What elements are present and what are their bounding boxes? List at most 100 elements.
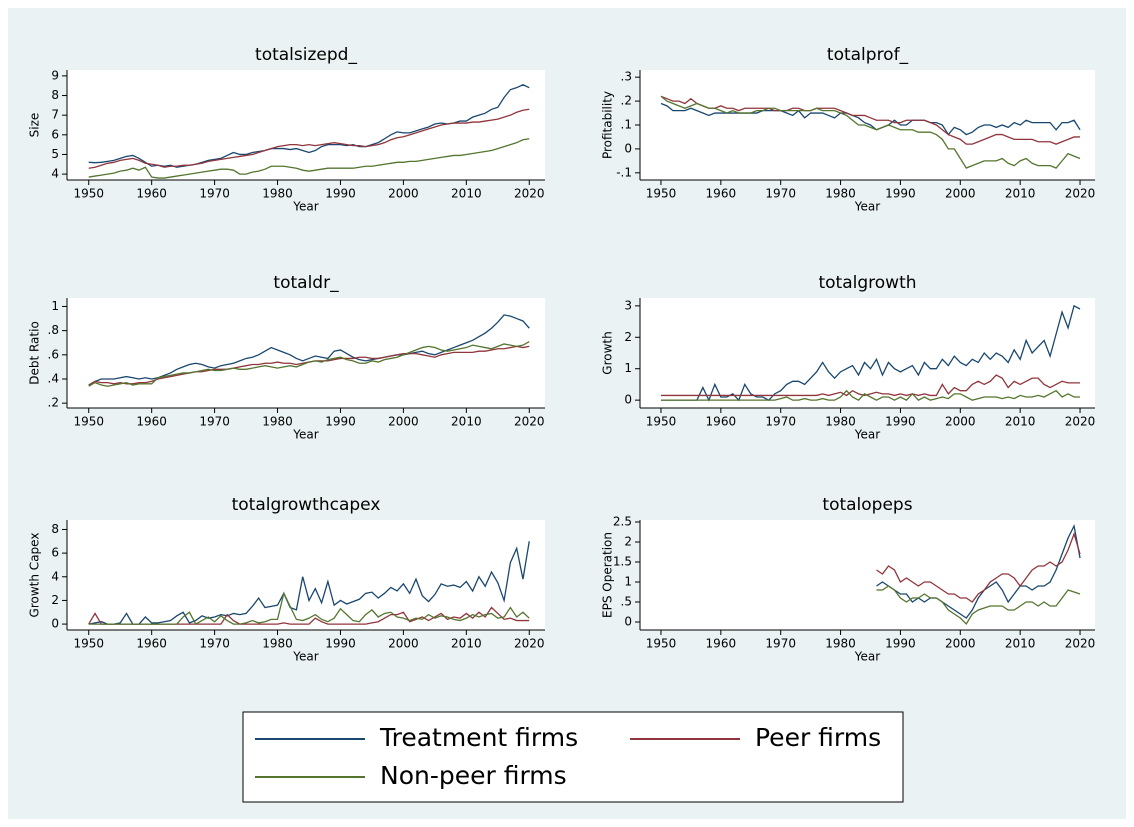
x-tick-label: 2010 bbox=[1005, 415, 1036, 429]
y-tick-label: 4 bbox=[51, 167, 59, 181]
series-line bbox=[660, 102, 1081, 136]
x-tick-label: 1960 bbox=[136, 637, 167, 651]
y-tick-label: 2 bbox=[624, 535, 632, 549]
x-tick-label: 1960 bbox=[706, 187, 737, 201]
x-tick-label: 1960 bbox=[706, 415, 737, 429]
x-tick-label: 1950 bbox=[73, 637, 104, 651]
x-tick-label: 1950 bbox=[73, 415, 104, 429]
y-axis-label: Growth bbox=[601, 331, 615, 374]
plot-region bbox=[67, 70, 545, 180]
series-line bbox=[660, 389, 1081, 401]
chart-title: totaldr_ bbox=[273, 273, 339, 293]
x-tick-label: 1990 bbox=[885, 187, 916, 201]
x-tick-label: 2020 bbox=[1065, 187, 1096, 201]
x-tick-label: 2020 bbox=[1065, 415, 1096, 429]
y-axis-label: Debt Ratio bbox=[28, 321, 42, 385]
x-tick-label: 2020 bbox=[514, 415, 545, 429]
legend-box bbox=[242, 711, 904, 803]
y-tick-label: 0 bbox=[624, 393, 632, 407]
y-tick-label: .3 bbox=[621, 70, 632, 84]
x-tick-label: 2010 bbox=[1005, 187, 1036, 201]
y-tick-label: -.1 bbox=[616, 165, 632, 179]
y-tick-label: 2 bbox=[624, 330, 632, 344]
series-line bbox=[88, 314, 530, 386]
x-tick-label: 2020 bbox=[514, 187, 545, 201]
x-axis-label: Year bbox=[854, 200, 880, 214]
x-tick-label: 2000 bbox=[945, 415, 976, 429]
y-tick-label: 1 bbox=[624, 575, 632, 589]
x-tick-label: 2010 bbox=[451, 637, 482, 651]
y-axis-label: Size bbox=[28, 113, 42, 138]
x-tick-label: 1970 bbox=[199, 187, 230, 201]
series-line bbox=[660, 95, 1081, 169]
y-tick-label: .4 bbox=[48, 371, 59, 385]
x-tick-label: 1970 bbox=[199, 637, 230, 651]
y-tick-label: 3 bbox=[624, 298, 632, 312]
series-line bbox=[88, 591, 530, 625]
x-tick-label: 2000 bbox=[388, 415, 419, 429]
x-tick-label: 1970 bbox=[765, 187, 796, 201]
y-tick-label: .1 bbox=[621, 118, 632, 132]
x-tick-label: 1980 bbox=[262, 415, 293, 429]
x-tick-label: 1960 bbox=[706, 637, 737, 651]
y-tick-label: .2 bbox=[48, 396, 59, 410]
x-axis-label: Year bbox=[292, 200, 318, 214]
y-tick-label: 4 bbox=[51, 569, 59, 583]
y-tick-label: 6 bbox=[51, 127, 59, 141]
y-tick-label: 9 bbox=[51, 68, 59, 82]
y-axis-label: Growth Capex bbox=[28, 533, 42, 618]
x-tick-label: 2010 bbox=[1005, 637, 1036, 651]
x-axis-label: Year bbox=[292, 650, 318, 664]
chart-title: totalgrowthcapex bbox=[232, 495, 381, 515]
y-tick-label: .8 bbox=[48, 323, 59, 337]
chart-title: totalgrowth bbox=[818, 273, 916, 293]
y-tick-label: 0 bbox=[51, 617, 59, 631]
y-axis-label: EPS Operation bbox=[601, 532, 615, 618]
x-tick-label: 1950 bbox=[646, 415, 677, 429]
plot-region bbox=[640, 70, 1095, 180]
y-tick-label: .6 bbox=[48, 347, 59, 361]
x-tick-label: 1980 bbox=[825, 415, 856, 429]
x-tick-label: 2010 bbox=[451, 187, 482, 201]
plot-region bbox=[67, 298, 545, 408]
x-tick-label: 2000 bbox=[945, 187, 976, 201]
x-tick-label: 1990 bbox=[885, 637, 916, 651]
x-tick-label: 1950 bbox=[646, 637, 677, 651]
x-tick-label: 1960 bbox=[136, 415, 167, 429]
x-axis-label: Year bbox=[854, 428, 880, 442]
y-axis-label: Profitability bbox=[601, 91, 615, 159]
series-line bbox=[88, 138, 530, 179]
y-tick-label: 1 bbox=[624, 361, 632, 375]
chart-title: totalprof_ bbox=[827, 45, 909, 65]
series-line bbox=[660, 374, 1081, 397]
y-tick-label: 1 bbox=[51, 299, 59, 313]
plot-region bbox=[640, 298, 1095, 408]
legend-label: Peer firms bbox=[755, 723, 881, 752]
y-tick-label: 8 bbox=[51, 88, 59, 102]
y-tick-label: 0 bbox=[624, 615, 632, 629]
series-line bbox=[876, 531, 1081, 603]
x-tick-label: 1970 bbox=[765, 637, 796, 651]
series-line bbox=[88, 541, 530, 625]
x-tick-label: 1970 bbox=[765, 415, 796, 429]
x-tick-label: 2020 bbox=[1065, 637, 1096, 651]
chart-title: totalopeps bbox=[822, 495, 912, 515]
plot-region bbox=[640, 520, 1095, 630]
x-tick-label: 1990 bbox=[325, 637, 356, 651]
x-tick-label: 1960 bbox=[136, 187, 167, 201]
y-tick-label: 7 bbox=[51, 108, 59, 122]
x-axis-label: Year bbox=[292, 428, 318, 442]
plot-region bbox=[67, 520, 545, 630]
x-tick-label: 1950 bbox=[73, 187, 104, 201]
y-tick-label: 0 bbox=[624, 141, 632, 155]
series-line bbox=[876, 585, 1081, 626]
y-tick-label: 6 bbox=[51, 546, 59, 560]
x-tick-label: 1980 bbox=[825, 637, 856, 651]
x-tick-label: 1980 bbox=[825, 187, 856, 201]
x-tick-label: 2020 bbox=[514, 637, 545, 651]
x-tick-label: 1990 bbox=[325, 415, 356, 429]
y-tick-label: .2 bbox=[621, 94, 632, 108]
x-tick-label: 1950 bbox=[646, 187, 677, 201]
series-line bbox=[88, 108, 530, 169]
